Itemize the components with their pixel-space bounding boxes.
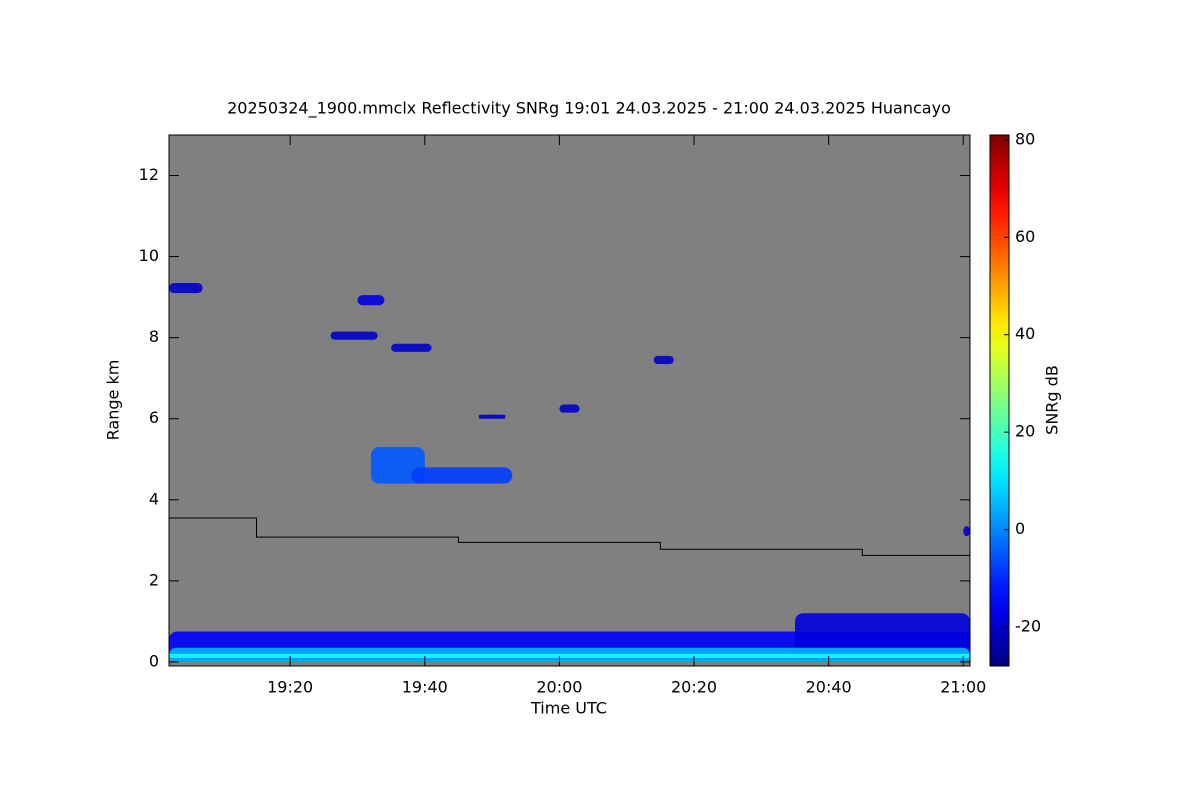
y-tick-label: 8 [149,327,159,346]
echo [370,447,425,484]
x-tick-label: 20:00 [536,678,582,697]
y-tick-label: 4 [149,489,159,508]
y-tick-label: 12 [139,165,159,184]
colorbar-tick-label: 20 [1015,422,1035,441]
echo-layer [169,282,970,662]
x-axis-label: Time UTC [530,699,607,718]
echo [169,282,203,294]
plot-background [169,135,970,666]
colorbar-tick-label: 0 [1015,519,1025,538]
echo [391,343,432,352]
x-tick-label: 20:20 [671,678,717,697]
x-tick-label: 19:40 [402,678,448,697]
chart-title: 20250324_1900.mmclx Reflectivity SNRg 19… [227,99,951,119]
plot-frame [168,134,971,667]
colorbar [989,134,1010,667]
x-tick-label: 21:00 [940,678,986,697]
echo [330,331,378,340]
echo [653,355,674,365]
colorbar-tick-label: -20 [1015,617,1041,636]
range-line [169,517,970,556]
echo [411,467,513,484]
echo [963,526,970,537]
echo [169,653,970,658]
colorbar-tick-label: 40 [1015,324,1035,343]
y-axis-label: Range km [104,360,123,441]
y-tick-label: 0 [149,651,159,670]
echo [357,295,385,306]
colorbar-label: SNRg dB [1043,365,1062,435]
y-tick-label: 10 [139,246,159,265]
echo [559,404,580,413]
colorbar-tick-label: 80 [1015,129,1035,148]
colorbar-tick-label: 60 [1015,227,1035,246]
x-tick-label: 20:40 [806,678,852,697]
y-tick-label: 6 [149,408,159,427]
y-tick-label: 2 [149,570,159,589]
x-tick-label: 19:20 [267,678,313,697]
echo [478,414,506,419]
